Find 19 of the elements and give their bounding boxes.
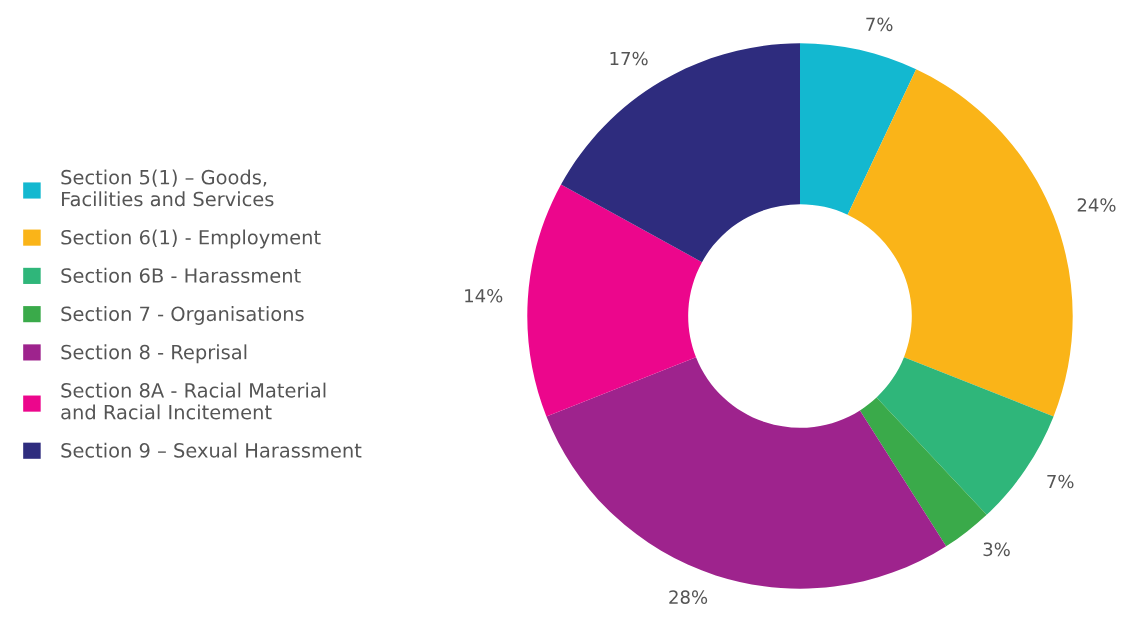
donut-slice: [561, 43, 800, 263]
data-label: 14%: [465, 288, 503, 303]
donut-slice: [800, 43, 917, 215]
data-label: 3%: [983, 542, 1010, 557]
legend-label: Section 5(1) – Goods, Facilities and Services: [61, 169, 274, 207]
legend-label: Section 7 - Organisations: [61, 306, 304, 325]
data-label: 24%: [1077, 198, 1116, 212]
data-label: 17%: [610, 51, 648, 66]
legend-label: Section 8A - Racial Material and Racial Incitement: [61, 382, 326, 420]
legend-label: Section 6(1) - Employment: [61, 229, 321, 249]
data-label: 7%: [866, 17, 893, 32]
legend-label: Section 8 - Reprisal: [61, 344, 247, 364]
data-label: 28%: [669, 590, 708, 604]
legend-label: Section 9 – Sexual Harassment: [61, 442, 362, 458]
donut-slice: [847, 69, 1073, 417]
donut-slice: [546, 357, 947, 589]
data-label: 7%: [1047, 474, 1074, 489]
legend-label: Section 6B - Harassment: [61, 267, 301, 283]
donut-slice: [527, 184, 703, 417]
